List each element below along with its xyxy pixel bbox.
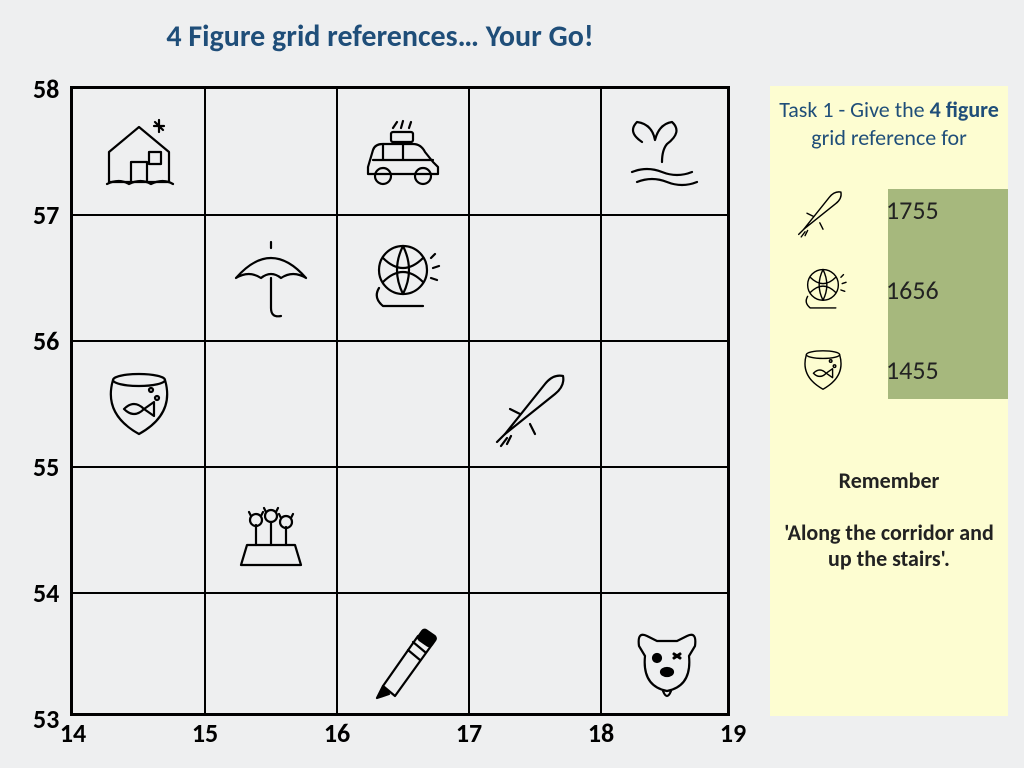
pen-icon <box>337 593 469 719</box>
x-axis-label: 18 <box>588 717 614 749</box>
x-axis-label: 16 <box>324 717 350 749</box>
globe-icon <box>337 215 469 341</box>
task-text-pre: Task 1 - Give the <box>779 96 924 123</box>
whale-tail-icon <box>601 89 733 215</box>
x-axis-label: 15 <box>192 717 218 749</box>
mnemonic-text: 'Along the corridor and up the stairs'. <box>778 520 1000 573</box>
answer-value: 1656 <box>886 274 939 306</box>
rocket-icon <box>469 341 601 467</box>
answer-value: 1455 <box>886 354 939 386</box>
fishbowl-icon <box>778 335 868 405</box>
task-text-bold: 4 figure <box>930 96 999 123</box>
flowerpot-icon <box>205 467 337 593</box>
x-axis-label: 17 <box>456 717 482 749</box>
task-text-post: grid reference for <box>811 124 966 151</box>
answers-block: 1755 1656 1455 <box>778 175 1000 425</box>
rocket-icon <box>778 175 868 245</box>
dog-icon <box>601 593 733 719</box>
house-icon <box>73 89 205 215</box>
fishbowl-icon <box>73 341 205 467</box>
x-axis-label: 14 <box>60 717 86 749</box>
page-title: 4 Figure grid references… Your Go! <box>0 18 760 55</box>
remember-label: Remember <box>778 467 1000 494</box>
answer-row: 1755 <box>778 175 1000 245</box>
y-axis-label: 55 <box>33 451 59 483</box>
task-sidebar: Task 1 - Give the 4 figure grid referenc… <box>770 86 1008 716</box>
y-axis-label: 56 <box>33 325 59 357</box>
task-instruction: Task 1 - Give the 4 figure grid referenc… <box>778 96 1000 151</box>
grid-frame: 141516171819535455565758 <box>70 86 730 716</box>
grid-map: 141516171819535455565758 <box>70 86 730 716</box>
y-axis-label: 58 <box>33 73 59 105</box>
globe-icon <box>778 255 868 325</box>
y-axis-label: 54 <box>33 577 59 609</box>
x-axis-label: 19 <box>720 717 746 749</box>
answer-row: 1656 <box>778 255 1000 325</box>
umbrella-icon <box>205 215 337 341</box>
answer-value: 1755 <box>886 194 939 226</box>
answer-row: 1455 <box>778 335 1000 405</box>
y-axis-label: 53 <box>33 703 59 735</box>
y-axis-label: 57 <box>33 199 59 231</box>
car-icon <box>337 89 469 215</box>
